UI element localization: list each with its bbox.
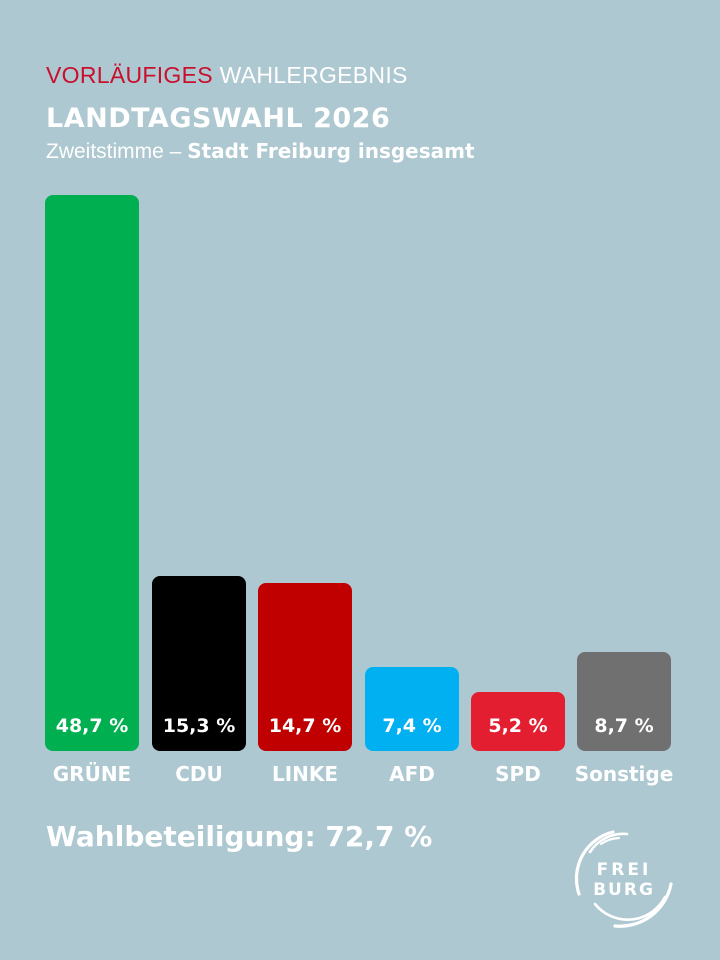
svg-text:BURG: BURG: [593, 880, 655, 900]
bar-linke: 14,7 %: [258, 583, 352, 751]
category-label: LINKE: [271, 762, 339, 786]
bar-value-label: 14,7 %: [268, 715, 342, 737]
category-label: GRÜNE: [52, 762, 132, 786]
bar-value-label: 48,7 %: [55, 715, 129, 737]
bar-sonstige: 8,7 %: [577, 652, 671, 751]
kicker: VORLÄUFIGES WAHLERGEBNIS: [46, 62, 408, 89]
category-label: AFD: [389, 762, 435, 786]
subtitle-region: Stadt Freiburg insgesamt: [187, 139, 475, 163]
bar-value-label: 7,4 %: [382, 715, 442, 737]
bar-value-label: 5,2 %: [488, 715, 548, 737]
category-label: SPD: [495, 762, 541, 786]
category-label: CDU: [175, 762, 223, 786]
bar-value-label: 8,7 %: [594, 715, 654, 737]
bar-chart: 48,7 % GRÜNE 15,3 % CDU 14,7 % LINKE 7,4 % AFD 5…: [45, 195, 674, 786]
bar-afd: 7,4 %: [365, 667, 459, 751]
bar-grne: 48,7 %: [45, 195, 139, 751]
bar-value-label: 15,3 %: [162, 715, 236, 737]
freiburg-logo: FREI BURG: [565, 822, 680, 932]
turnout-label: Wahlbeteiligung: 72,7 %: [46, 820, 433, 853]
subtitle-prefix: Zweitstimme –: [46, 140, 188, 163]
svg-text:FREI: FREI: [597, 860, 652, 880]
subtitle: Zweitstimme – Stadt Freiburg insgesamt: [46, 139, 475, 164]
freiburg-logo-icon: FREI BURG: [574, 830, 673, 928]
page-title: LANDTAGSWAHL 2026: [46, 103, 391, 134]
bar-cdu: 15,3 %: [152, 576, 246, 751]
kicker-result: WAHLERGEBNIS: [219, 62, 408, 88]
kicker-preliminary: VORLÄUFIGES: [46, 62, 213, 88]
bar-spd: 5,2 %: [471, 692, 565, 751]
category-label: Sonstige: [574, 762, 674, 786]
